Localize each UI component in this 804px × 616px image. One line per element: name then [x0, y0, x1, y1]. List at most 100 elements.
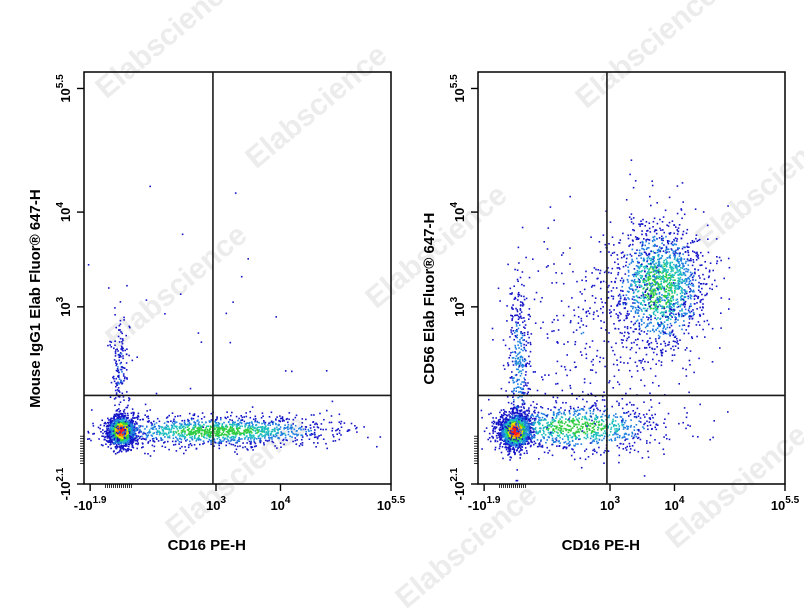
event-dot [525, 443, 527, 445]
event-dot [256, 424, 258, 426]
event-dot [275, 418, 277, 420]
event-dot [197, 428, 199, 430]
event-dot [500, 435, 502, 437]
x-tick-label: 103 [206, 495, 226, 513]
event-dot [685, 428, 687, 430]
event-dot [233, 436, 235, 438]
event-dot [108, 287, 110, 289]
event-dot [278, 420, 280, 422]
event-dot [129, 420, 131, 422]
event-dot [134, 425, 136, 427]
event-dot [526, 438, 528, 440]
event-dot [263, 420, 265, 422]
event-dot [239, 434, 241, 436]
event-dot [332, 428, 334, 430]
event-dot [179, 426, 181, 428]
event-dot [172, 441, 174, 443]
event-dot [501, 424, 503, 426]
event-dot [563, 412, 565, 414]
event-dot [218, 445, 220, 447]
event-dot [236, 416, 238, 418]
event-dot [305, 429, 307, 431]
event-dot [117, 350, 119, 352]
event-dot [249, 441, 251, 443]
event-dot [269, 424, 271, 426]
event-dot [208, 435, 210, 437]
event-dot [285, 370, 287, 372]
event-dot [291, 436, 293, 438]
event-dot [535, 416, 537, 418]
event-dot [214, 433, 216, 435]
events-layer [481, 159, 731, 481]
event-dot [221, 443, 223, 445]
event-dot [252, 424, 254, 426]
event-dot [194, 422, 196, 424]
event-dot [510, 424, 512, 426]
event-dot [536, 407, 538, 409]
event-dot [123, 399, 125, 401]
event-dot [502, 417, 504, 419]
event-dot [295, 425, 297, 427]
event-dot [323, 419, 325, 421]
event-dot [509, 452, 511, 454]
event-dot [268, 423, 270, 425]
event-dot [105, 443, 107, 445]
event-dot [122, 338, 124, 340]
event-dot [118, 419, 120, 421]
event-dot [649, 410, 651, 412]
event-dot [649, 421, 651, 423]
event-dot [267, 440, 269, 442]
y-tick-label: 103 [55, 296, 73, 316]
event-dot [180, 427, 182, 429]
event-dot [201, 430, 203, 432]
event-dot [514, 453, 516, 455]
event-dot [189, 422, 191, 424]
event-dot [269, 416, 271, 418]
event-dot [210, 421, 212, 423]
event-dot [235, 424, 237, 426]
event-dot [231, 412, 233, 414]
event-dot [207, 429, 209, 431]
event-dot [686, 417, 688, 419]
event-dot [152, 433, 154, 435]
event-dot [117, 414, 119, 416]
event-dot [188, 444, 190, 446]
event-dot [234, 422, 236, 424]
event-dot [241, 425, 243, 427]
event-dot [242, 417, 244, 419]
event-dot [190, 424, 192, 426]
event-dot [238, 431, 240, 433]
event-dot [137, 439, 139, 441]
event-dot [339, 432, 341, 434]
event-dot [180, 415, 182, 417]
event-dot [156, 432, 158, 434]
event-dot [510, 422, 512, 424]
event-dot [131, 420, 133, 422]
event-dot [170, 430, 172, 432]
event-dot [280, 418, 282, 420]
event-dot [123, 317, 125, 319]
event-dot [167, 436, 169, 438]
event-dot [505, 421, 507, 423]
event-dot [117, 437, 119, 439]
event-dot [236, 449, 238, 451]
event-dot [292, 423, 294, 425]
event-dot [140, 425, 142, 427]
event-dot [317, 442, 319, 444]
event-dot [122, 355, 124, 357]
event-dot [138, 425, 140, 427]
event-dot [144, 453, 146, 455]
event-dot [179, 428, 181, 430]
event-dot [135, 438, 137, 440]
event-dot [113, 430, 115, 432]
event-dot [197, 416, 199, 418]
event-dot [177, 439, 179, 441]
event-dot [182, 234, 184, 236]
event-dot [135, 443, 137, 445]
event-dot [593, 411, 595, 413]
event-dot [184, 438, 186, 440]
event-dot [120, 443, 122, 445]
event-dot [556, 413, 558, 415]
event-dot [121, 369, 123, 371]
